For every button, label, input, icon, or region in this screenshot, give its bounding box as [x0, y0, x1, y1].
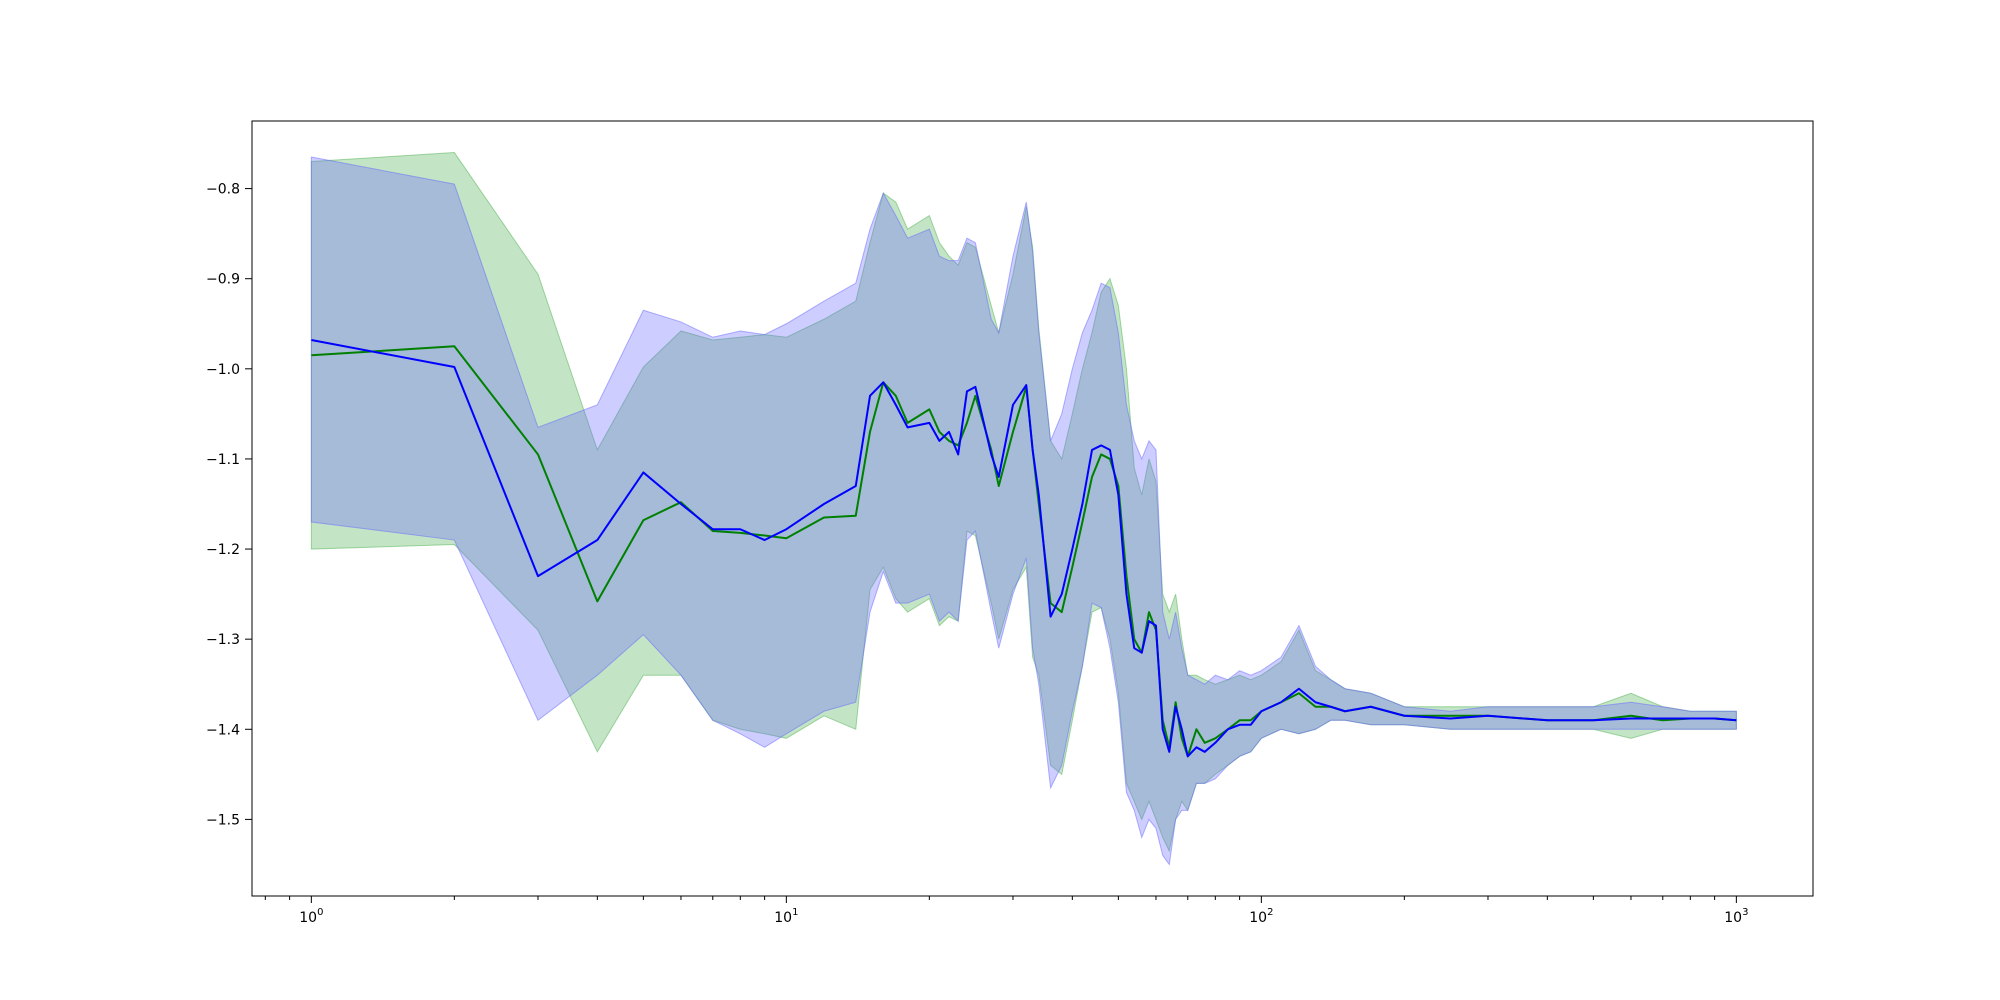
- x-tick-label: 100: [299, 907, 323, 926]
- x-tick-label: 103: [1724, 907, 1748, 926]
- plot-frame: [251, 120, 1814, 897]
- y-tick-label: −0.9: [206, 272, 240, 288]
- y-tick-label: −1.5: [206, 812, 240, 828]
- y-tick-label: −0.8: [206, 182, 240, 198]
- y-tick-label: −1.1: [206, 452, 240, 468]
- y-tick-label: −1.2: [206, 542, 240, 558]
- line-series-2: [311, 338, 1737, 758]
- y-tick-label: −1.4: [206, 722, 240, 738]
- band-series-2: [310, 156, 1737, 866]
- confidence-bands: [310, 152, 1737, 866]
- y-tick-label: −1.3: [206, 632, 240, 648]
- x-axis: 100 101 102 103: [264, 896, 1748, 926]
- y-tick-label: −1.0: [206, 362, 240, 378]
- series-lines: [311, 338, 1737, 758]
- x-tick-label: 102: [1249, 907, 1273, 926]
- x-tick-label: 101: [774, 907, 798, 926]
- y-axis: −0.8 −0.9 −1.0 −1.1 −1.2 −1.3 −1.4 −1.5: [206, 182, 252, 828]
